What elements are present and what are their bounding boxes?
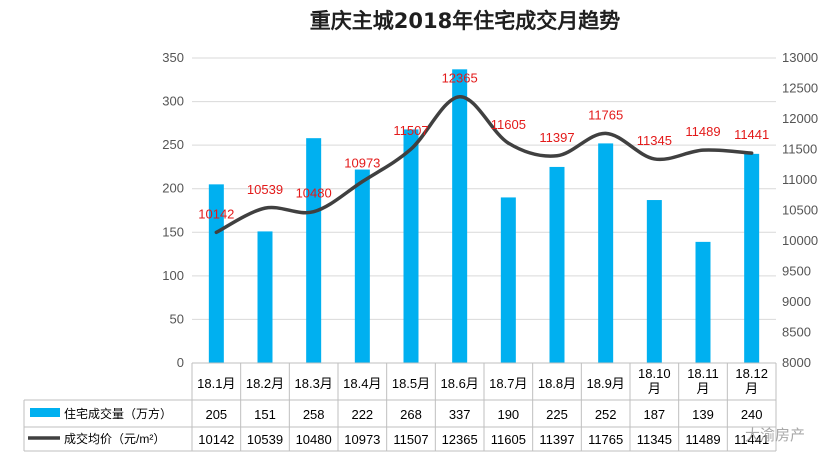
y-left-tick-label: 350 <box>162 50 184 65</box>
table-value-volume: 240 <box>741 407 763 422</box>
table-value-volume: 268 <box>400 407 422 422</box>
legend-label: 成交均价（元/m²） <box>64 431 165 446</box>
y-right-tick-label: 12500 <box>782 81 818 96</box>
line-data-label: 11441 <box>734 127 769 142</box>
line-series <box>214 94 754 235</box>
table-value-price: 11441 <box>734 432 769 447</box>
table-value-price: 10480 <box>296 432 332 447</box>
y-axis-right: 8000 8500 9000 9500 10000 10500 11000 11500 1200… <box>782 50 818 370</box>
category-label: 18.10 月 <box>638 366 671 396</box>
table-value-volume: 252 <box>595 407 617 422</box>
data-labels: 10142 10539 10480 10973 11507 12365 11605 11397… <box>198 71 769 222</box>
category-label: 18.5月 <box>392 376 430 391</box>
category-label: 18.2月 <box>246 376 284 391</box>
bar <box>695 241 711 363</box>
y-left-tick-label: 100 <box>162 268 184 283</box>
legend: 住宅成交量（万方） 成交均价（元/m²） <box>28 406 172 446</box>
table-value-price: 11507 <box>393 432 428 447</box>
line-data-label: 11605 <box>491 117 526 132</box>
y-right-tick-label: 13000 <box>782 50 818 65</box>
y-right-tick-label: 10000 <box>782 233 818 248</box>
table-value-price: 11489 <box>685 432 720 447</box>
line-data-label: 10480 <box>296 186 332 201</box>
legend-label: 住宅成交量（万方） <box>64 406 172 421</box>
y-axis-left: 0 50 100 150 200 250 300 350 <box>162 50 184 370</box>
y-right-tick-label: 8000 <box>782 355 811 370</box>
category-label: 18.8月 <box>538 376 576 391</box>
y-left-tick-label: 300 <box>162 94 184 109</box>
line-data-label: 11765 <box>588 107 623 122</box>
line-data-label: 10973 <box>344 156 380 171</box>
line-data-label: 11397 <box>539 130 574 145</box>
y-right-tick-label: 12000 <box>782 111 818 126</box>
bar <box>549 166 565 363</box>
line-data-label: 11345 <box>637 133 672 148</box>
category-label: 18.4月 <box>343 376 381 391</box>
watermark-text: 大渝房产 <box>745 427 805 444</box>
y-left-tick-label: 150 <box>162 224 184 239</box>
table-value-volume: 187 <box>643 407 665 422</box>
y-right-tick-label: 11500 <box>782 142 817 157</box>
bar <box>452 69 468 363</box>
y-left-tick-label: 200 <box>162 181 184 196</box>
data-table: 18.1月 18.2月 18.3月 18.4月 18.5月 18.6月 18.7月 18.8月… <box>23 362 777 452</box>
bar <box>403 129 419 363</box>
table-value-price: 12365 <box>442 432 478 447</box>
y-right-tick-label: 9500 <box>782 264 811 279</box>
bar <box>354 169 370 363</box>
chart-title: 重庆主城2018年住宅成交月趋势 <box>310 9 620 33</box>
y-right-tick-label: 10500 <box>782 203 818 218</box>
category-label: 18.12 月 <box>735 366 768 396</box>
y-left-tick-label: 250 <box>162 137 184 152</box>
table-value-volume: 225 <box>546 407 568 422</box>
table-value-price: 10142 <box>198 432 234 447</box>
table-value-volume: 205 <box>205 407 227 422</box>
table-value-price: 11605 <box>491 432 526 447</box>
y-left-tick-label: 0 <box>177 355 184 370</box>
table-value-volume: 190 <box>497 407 519 422</box>
table-value-volume: 151 <box>254 407 276 422</box>
line-data-label: 11507 <box>393 123 428 138</box>
bar-series <box>208 69 760 363</box>
bar <box>646 200 662 363</box>
y-right-tick-label: 9000 <box>782 294 811 309</box>
table-value-price: 10539 <box>247 432 283 447</box>
bar <box>598 143 614 363</box>
y-right-tick-label: 8500 <box>782 325 811 340</box>
table-value-price: 11765 <box>588 432 623 447</box>
line-data-label: 12365 <box>442 71 478 86</box>
category-label: 18.9月 <box>587 376 625 391</box>
table-value-price: 10973 <box>344 432 380 447</box>
line-data-label: 10539 <box>247 182 283 197</box>
category-label: 18.11 月 <box>687 366 719 396</box>
y-left-tick-label: 50 <box>170 311 184 326</box>
table-value-volume: 337 <box>449 407 471 422</box>
category-label: 18.3月 <box>295 376 333 391</box>
line-data-label: 10142 <box>198 206 234 221</box>
category-label: 18.1月 <box>197 376 235 391</box>
table-value-price: 11397 <box>539 432 574 447</box>
bar <box>500 197 516 363</box>
line-data-label: 11489 <box>685 124 720 139</box>
bar <box>744 153 760 363</box>
legend-key-bar <box>30 408 60 417</box>
table-value-volume: 139 <box>692 407 714 422</box>
price-line <box>214 94 754 235</box>
category-label: 18.7月 <box>489 376 527 391</box>
y-right-tick-label: 11000 <box>782 172 817 187</box>
bar <box>306 138 322 363</box>
table-value-volume: 222 <box>351 407 373 422</box>
table-value-volume: 258 <box>303 407 325 422</box>
bar <box>257 231 273 363</box>
category-label: 18.6月 <box>441 376 479 391</box>
table-value-price: 11345 <box>637 432 672 447</box>
